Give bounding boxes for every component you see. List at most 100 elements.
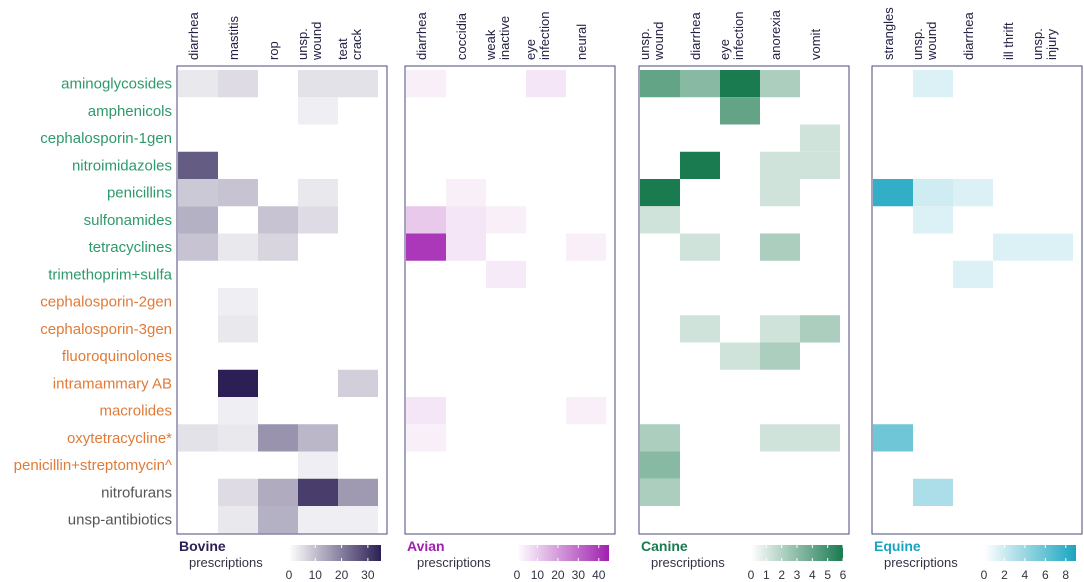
category-label-equine-3: ill thrift [1001, 22, 1016, 60]
row-label-amphenicols: amphenicols [88, 103, 172, 120]
category-label-bovine-4-1: crack [349, 28, 364, 60]
cell-bovine-r13-c0: oxytetracycline* / diarrhea: 3 [178, 424, 218, 452]
legend-colorbar-canine [751, 545, 843, 561]
panel-title-canine: Canine [641, 538, 688, 554]
category-label-equine-4-1: injury [1044, 28, 1059, 60]
legend-tick-bovine-2: 20 [335, 568, 349, 582]
cell-equine-r0-c1: aminoglycosides / unsp. wound: 1 [913, 70, 953, 98]
cell-bovine-r0-c3: aminoglycosides / unsp. wound: 3 [298, 70, 338, 98]
cell-canine-r0-c2: aminoglycosides / eye infection: 6 [720, 70, 760, 98]
category-label-equine-1-0: unsp. [910, 28, 925, 60]
legend-tick-canine-5: 5 [824, 568, 831, 582]
cell-avian-r12-c0: macrolides / diarrhea: 3 [406, 397, 446, 425]
cell-avian-r6-c1: tetracyclines / coccidia: 3 [446, 233, 486, 261]
category-label-equine-1-1: wound [924, 22, 939, 61]
legend-tick-canine-6: 6 [840, 568, 847, 582]
legend-label-equine: prescriptions [884, 555, 958, 570]
cell-canine-r10-c2: fluoroquinolones / eye infection: 1 [720, 342, 760, 370]
legend-tick-avian-0: 0 [514, 568, 521, 582]
legend-tick-equine-4: 8 [1062, 568, 1069, 582]
category-label-canine-4: vomit [808, 29, 823, 60]
cell-bovine-r3-c0: nitroimidazoles / diarrhea: 25 [178, 151, 218, 179]
cell-bovine-r15-c1: nitrofurans / mastitis: 4 [218, 478, 258, 506]
cell-avian-r0-c3: aminoglycosides / eye infection: 3 [526, 70, 566, 98]
cell-bovine-r8-c1: cephalosporin-2gen / mastitis: 1 [218, 288, 258, 316]
category-label-avian-2-0: weak [483, 29, 498, 61]
row-label-fluoroquinolones: fluoroquinolones [62, 348, 172, 365]
legend-colorbar-equine [984, 545, 1076, 561]
category-label-bovine-1: mastitis [226, 15, 241, 60]
category-label-equine-0: strangles [881, 7, 896, 60]
cell-avian-r6-c4: tetracyclines / neural: 1 [566, 233, 606, 261]
cell-equine-r4-c0: penicillins / strangles: 8 [873, 179, 913, 207]
legend-tick-avian-1: 10 [531, 568, 545, 582]
panel-avian: aminoglycosides / diarrhea: 1 aminoglycos… [404, 12, 616, 535]
row-labels: aminoglycosides amphenicols cephalosporin-… [14, 76, 173, 529]
legend-tick-canine-4: 4 [809, 568, 816, 582]
category-label-canine-0-0: unsp. [637, 28, 652, 60]
cell-canine-r13-c4: oxytetracycline* / vomit: 1 [800, 424, 840, 452]
category-label-equine-4-0: unsp. [1030, 28, 1045, 60]
category-label-avian-2-1: inactive [497, 16, 512, 60]
panel-canine: aminoglycosides / unsp. wound: 4aminogly… [637, 9, 850, 535]
category-label-equine-2: diarrhea [961, 12, 976, 60]
category-label-bovine-3-1: wound [309, 22, 324, 61]
category-label-bovine-0: diarrhea [186, 12, 201, 60]
legend-tick-bovine-0: 0 [286, 568, 293, 582]
row-label-aminoglycosides: aminoglycosides [61, 76, 172, 93]
cell-canine-r9-c1: cephalosporin-3gen / diarrhea: 1 [680, 315, 720, 343]
cell-canine-r3-c4: nitroimidazoles / vomit: 1 [800, 151, 840, 179]
cell-canine-r14-c0: penicillin+streptomycin^ / unsp. wound: … [640, 451, 680, 479]
panel-title-avian: Avian [407, 538, 445, 554]
cell-bovine-r5-c2: sulfonamides / rop: 8 [258, 206, 298, 234]
category-label-bovine-4-0: teat [335, 38, 350, 60]
cell-avian-r5-c2: sulfonamides / weak inactive: 1 [486, 206, 526, 234]
legend-tick-equine-2: 4 [1022, 568, 1029, 582]
cell-bovine-r9-c1: cephalosporin-3gen / mastitis: 2 [218, 315, 258, 343]
cell-canine-r15-c0: nitrofurans / unsp. wound: 2 [640, 478, 680, 506]
cell-bovine-r13-c1: oxytetracycline* / mastitis: 2 [218, 424, 258, 452]
cell-bovine-r4-c0: penicillins / diarrhea: 7 [178, 179, 218, 207]
panel-frame-avian [404, 65, 616, 535]
category-label-avian-0: diarrhea [414, 12, 429, 60]
panel-frame-bovine [176, 65, 388, 535]
row-label-penicillins: penicillins [107, 185, 172, 202]
cell-bovine-r13-c2: oxytetracycline* / rop: 16 [258, 424, 298, 452]
category-label-avian-3-1: infection [537, 12, 552, 60]
cell-canine-r13-c3: oxytetracycline* / anorexia: 1 [760, 424, 800, 452]
cell-equine-r6-c4: tetracyclines / unsp. injury: 1 [1033, 233, 1073, 261]
panel-bovine: aminoglycosides / diarrhea: 2aminoglycos… [176, 12, 388, 535]
cell-bovine-r13-c3: oxytetracycline* / unsp. wound: 10 [298, 424, 338, 452]
cell-avian-r13-c0: oxytetracycline* / diarrhea: 1 [406, 424, 446, 452]
row-label-macrolides: macrolides [99, 403, 172, 420]
legend-tick-equine-0: 0 [981, 568, 988, 582]
cell-canine-r9-c3: cephalosporin-3gen / anorexia: 1 [760, 315, 800, 343]
legend-tick-avian-4: 40 [592, 568, 606, 582]
cell-canine-r9-c4: cephalosporin-3gen / vomit: 2 [800, 315, 840, 343]
cell-canine-r0-c1: aminoglycosides / diarrhea: 3 [680, 70, 720, 98]
cell-equine-r4-c2: penicillins / diarrhea: 1 [953, 179, 993, 207]
cell-canine-r6-c1: tetracyclines / diarrhea: 1 [680, 233, 720, 261]
row-label-oxytetracycline-: oxytetracycline* [67, 430, 172, 447]
legend-tick-canine-0: 0 [748, 568, 755, 582]
legend-label-avian: prescriptions [417, 555, 491, 570]
cell-bovine-r16-c3: unsp-antibiotics / unsp. wound: 1 [298, 506, 338, 534]
cell-bovine-r1-c3: amphenicols / unsp. wound: 1 [298, 97, 338, 125]
cell-canine-r10-c3: fluoroquinolones / anorexia: 2 [760, 342, 800, 370]
row-label-penicillin-streptomycin-: penicillin+streptomycin^ [14, 457, 172, 474]
cell-canine-r5-c0: sulfonamides / unsp. wound: 1 [640, 206, 680, 234]
cell-equine-r7-c2: trimethoprim+sulfa / diarrhea: 1 [953, 260, 993, 288]
cell-canine-r1-c2: amphenicols / eye infection: 4 [720, 97, 760, 125]
cell-bovine-r5-c3: sulfonamides / unsp. wound: 4 [298, 206, 338, 234]
cell-canine-r2-c4: cephalosporin-1gen / vomit: 1 [800, 124, 840, 152]
cell-equine-r4-c1: penicillins / unsp. wound: 1.5 [913, 179, 953, 207]
legend-tick-bovine-3: 30 [361, 568, 375, 582]
category-label-avian-1: coccidia [454, 12, 469, 60]
legend-colorbar-bovine [289, 545, 381, 561]
category-label-canine-0-1: wound [651, 22, 666, 61]
legend-tick-canine-3: 3 [794, 568, 801, 582]
